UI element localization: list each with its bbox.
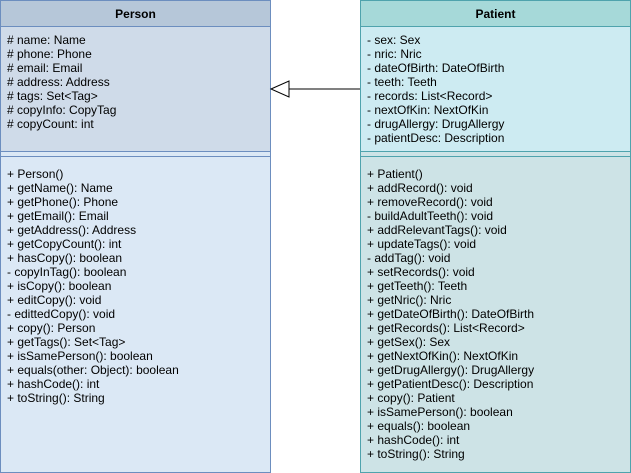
person-operation: + Person(): [7, 167, 64, 181]
person-operation: + hasCopy(): boolean: [7, 251, 123, 265]
person-section-divider: [1, 151, 270, 157]
person-attribute: # copyCount: int: [7, 117, 94, 131]
patient-attribute: - nextOfKin: NextOfKin: [367, 103, 489, 117]
person-operation: + hashCode(): int: [7, 377, 100, 391]
patient-operation: + Patient(): [367, 167, 423, 181]
person-class-box[interactable]: Person # name: Name # phone: Phone # email…: [0, 0, 271, 473]
patient-operations-section: + Patient() + addRecord(): void + removeRe…: [361, 157, 630, 461]
person-attribute: # email: Email: [7, 61, 83, 75]
person-attribute: # address: Address: [7, 75, 110, 89]
person-operation: + getAddress(): Address: [7, 223, 137, 237]
patient-operation: + getRecords(): List<Record>: [367, 321, 525, 335]
patient-operation: + equals(): boolean: [367, 419, 471, 433]
person-attribute: # tags: Set<Tag>: [7, 89, 98, 103]
person-operations-section: + Person() + getName(): Name + getPhone():…: [1, 157, 270, 405]
patient-attribute: - sex: Sex: [367, 33, 421, 47]
person-operation: + getEmail(): Email: [7, 209, 109, 223]
person-operation: + getCopyCount(): int: [7, 237, 122, 251]
patient-operation: - addTag(): void: [367, 251, 451, 265]
person-attribute: # phone: Phone: [7, 47, 92, 61]
patient-attributes-section: - sex: Sex - nric: Nric - dateOfBirth: Dat…: [361, 27, 630, 151]
patient-operation: + updateTags(): void: [367, 237, 477, 251]
person-operation: + isSamePerson(): boolean: [7, 349, 153, 363]
patient-operation: + getDateOfBirth(): DateOfBirth: [367, 307, 535, 321]
person-attribute: # name: Name: [7, 33, 86, 47]
patient-operation: + getNric(): Nric: [367, 293, 452, 307]
person-operation: - edittedCopy(): void: [7, 307, 116, 321]
patient-operation: + hashCode(): int: [367, 433, 460, 447]
patient-operation: + getPatientDesc(): Description: [367, 377, 534, 391]
person-operation: + isCopy(): boolean: [7, 279, 112, 293]
person-operation: + editCopy(): void: [7, 293, 102, 307]
patient-operation: + getDrugAllergy(): DrugAllergy: [367, 363, 535, 377]
generalization-triangle-icon: [269, 80, 290, 98]
patient-operation: + getSex(): Sex: [367, 335, 451, 349]
patient-class-name: Patient: [361, 1, 630, 27]
patient-attribute: - patientDesc: Description: [367, 131, 505, 145]
patient-attribute: - teeth: Teeth: [367, 75, 437, 89]
person-operation: + getName(): Name: [7, 181, 113, 195]
patient-class-box[interactable]: Patient - sex: Sex - nric: Nric - dateOfBi…: [360, 0, 631, 473]
person-operation: + equals(other: Object): boolean: [7, 363, 179, 377]
patient-section-divider: [361, 151, 630, 157]
patient-attribute: - dateOfBirth: DateOfBirth: [367, 61, 505, 75]
person-attribute: # copyInfo: CopyTag: [7, 103, 117, 117]
person-attributes-section: # name: Name # phone: Phone # email: Email…: [1, 27, 270, 151]
person-operation: + toString(): String: [7, 391, 105, 405]
patient-operation: - buildAdultTeeth(): void: [367, 209, 494, 223]
patient-operation: + getNextOfKin(): NextOfKin: [367, 349, 519, 363]
patient-operation: + copy(): Patient: [367, 391, 455, 405]
patient-operation: + addRecord(): void: [367, 181, 473, 195]
patient-attribute: - drugAllergy: DrugAllergy: [367, 117, 505, 131]
patient-operation: + removeRecord(): void: [367, 195, 493, 209]
patient-operation: + isSamePerson(): boolean: [367, 405, 513, 419]
person-operation: + copy(): Person: [7, 321, 96, 335]
patient-attribute: - nric: Nric: [367, 47, 422, 61]
person-operation: - copyInTag(): boolean: [7, 265, 127, 279]
patient-operation: + getTeeth(): Teeth: [367, 279, 468, 293]
person-operation: + getPhone(): Phone: [7, 195, 119, 209]
patient-operation: + addRelevantTags(): void: [367, 223, 507, 237]
patient-operation: + toString(): String: [367, 447, 465, 461]
patient-attribute: - records: List<Record>: [367, 89, 493, 103]
person-operation: + getTags(): Set<Tag>: [7, 335, 126, 349]
person-class-name: Person: [1, 1, 270, 27]
patient-operation: + setRecords(): void: [367, 265, 475, 279]
